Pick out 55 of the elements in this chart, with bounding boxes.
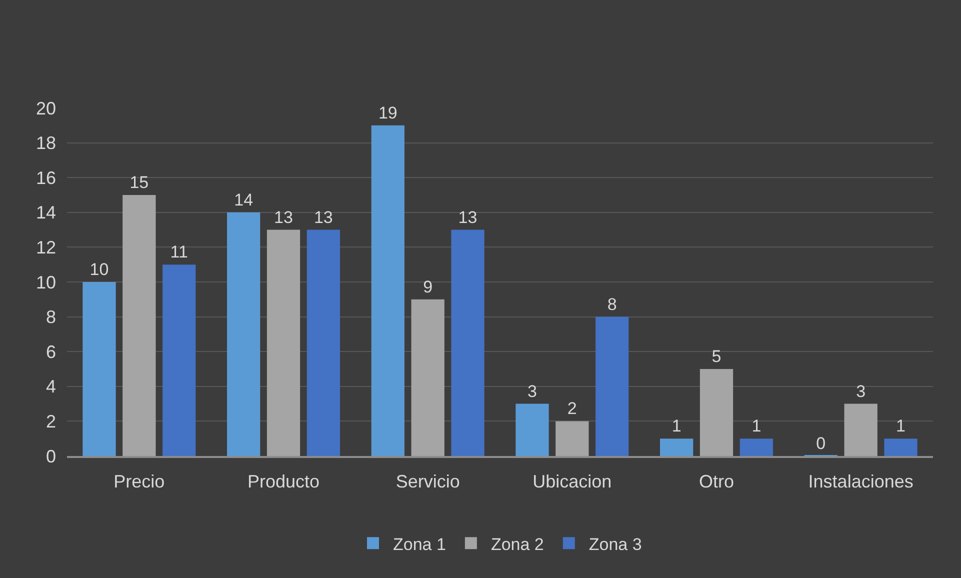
bar [516,404,549,456]
x-tick-label: Otro [698,472,734,492]
legend-label: Zona 2 [490,534,544,554]
y-tick-label: 18 [36,133,56,154]
y-tick-label: 16 [36,168,56,188]
y-tick-label: 2 [46,412,56,432]
y-tick-label: 6 [46,342,56,362]
bar [266,230,300,456]
data-label: 1 [896,416,906,436]
x-tick-label: Instalaciones [808,472,914,492]
data-label: 13 [458,208,478,227]
data-label: 11 [170,242,188,262]
y-tick-label: 10 [36,272,56,292]
data-label: 0 [816,434,826,453]
data-label: 15 [130,173,149,192]
bar [82,282,116,456]
data-label: 5 [712,347,722,366]
data-label: 13 [274,208,293,227]
data-label: 19 [378,103,398,122]
bar [844,404,878,456]
y-tick-label: 4 [46,376,56,397]
data-label: 13 [314,208,333,227]
bar [884,438,918,456]
bar [700,369,734,456]
y-tick-label: 12 [36,238,56,258]
bar [227,212,260,456]
data-label: 3 [528,382,537,401]
bar [660,438,694,456]
data-label: 8 [607,294,617,314]
data-label: 1 [752,416,762,436]
legend-label: Zona 3 [588,534,642,554]
data-label: 2 [567,399,577,418]
bar [556,421,589,456]
data-label: 3 [856,382,866,401]
bar [162,264,196,456]
y-tick-label: 14 [36,202,56,223]
data-label: 9 [423,277,433,296]
legend-label: Zona 1 [393,534,446,554]
bar [411,299,444,456]
bar [451,230,484,456]
y-tick-label: 20 [36,98,56,118]
bar [122,195,156,456]
data-label: 14 [234,190,254,210]
x-tick-label: Producto [247,472,320,492]
y-tick-label: 8 [46,307,56,328]
x-tick-label: Precio [114,472,165,492]
y-tick-label: 0 [46,446,56,466]
bar [740,438,773,456]
data-label: 1 [672,416,682,436]
bar [371,125,404,456]
x-tick-label: Ubicacion [532,472,612,492]
x-tick-label: Servicio [396,472,460,492]
data-label: 10 [90,260,109,279]
bar [596,316,629,456]
bar [306,230,340,456]
